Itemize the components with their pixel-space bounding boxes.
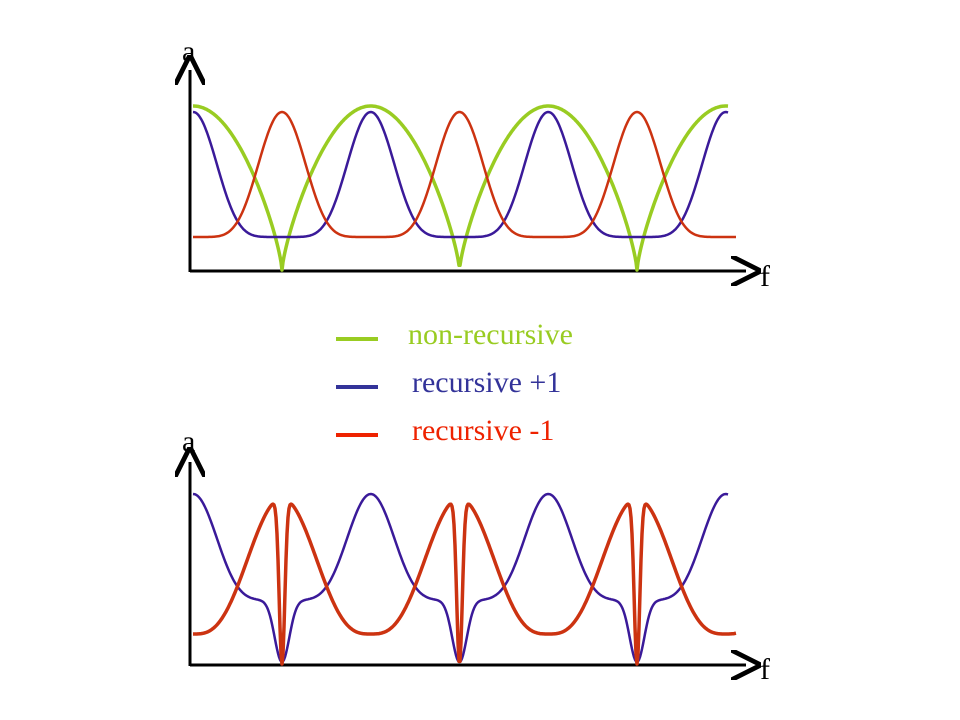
top-curves: [192, 104, 737, 272]
bottom-curve-recursive-minus: [192, 502, 737, 666]
legend-swatch-non-recursive: [336, 337, 378, 341]
legend-label-non-recursive: non-recursive: [408, 318, 573, 351]
legend-item-non-recursive: non-recursive: [334, 318, 654, 358]
bottom-y-axis-label: a: [182, 425, 196, 458]
bottom-curves: [192, 492, 737, 666]
legend-swatch-recursive-plus: [336, 385, 378, 389]
top-curve-recursive-minus: [192, 110, 737, 239]
top-curve-non-recursive: [192, 104, 729, 272]
legend-label-recursive-minus: recursive -1: [412, 414, 555, 447]
top-curve-recursive-plus: [192, 110, 729, 239]
legend-item-recursive-minus: recursive -1: [334, 414, 654, 454]
bottom-x-axis-label: f: [760, 653, 770, 686]
top-y-axis-label: a: [182, 35, 196, 68]
top-x-axis-label: f: [760, 260, 770, 293]
legend-swatch-recursive-minus: [336, 433, 378, 437]
legend-label-recursive-plus: recursive +1: [412, 366, 562, 399]
legend-item-recursive-plus: recursive +1: [334, 366, 654, 406]
